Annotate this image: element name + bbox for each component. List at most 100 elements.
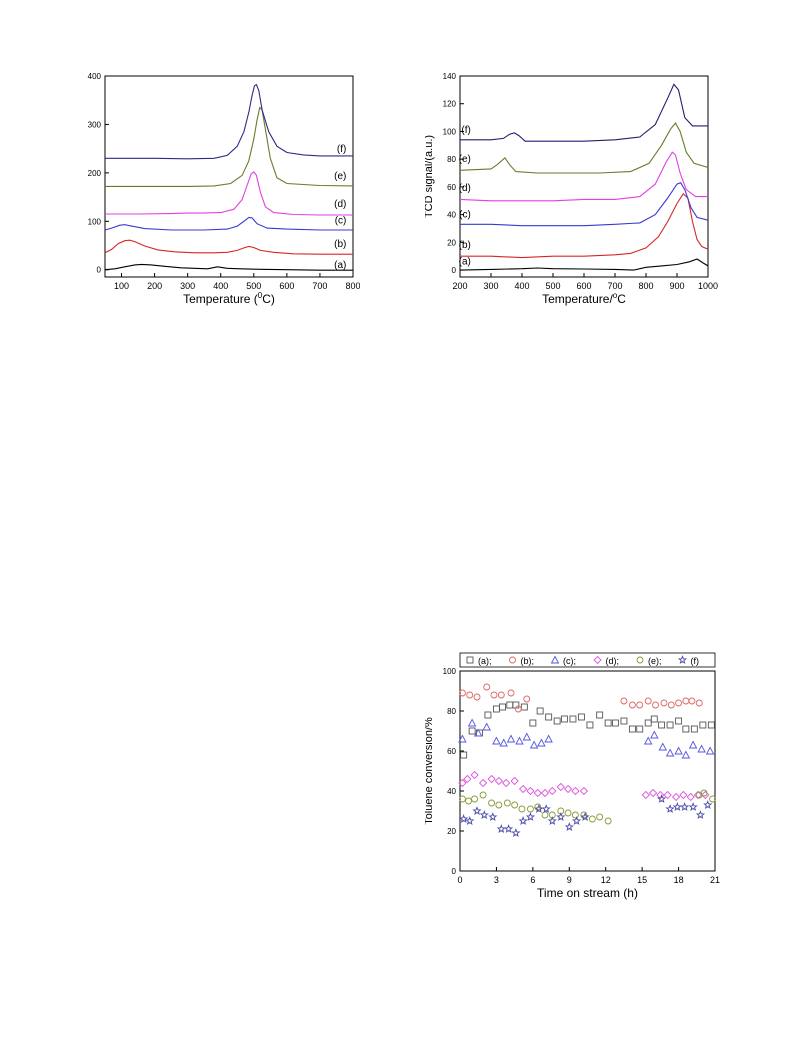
data-point-a [545, 713, 553, 721]
data-point-b [667, 701, 675, 709]
y-tick-label: 300 [88, 120, 102, 129]
data-point-d [656, 790, 665, 800]
data-point-e [458, 795, 466, 803]
x-tick-label: 600 [279, 281, 294, 291]
data-point-b [695, 699, 703, 707]
series-label: (f) [337, 144, 346, 155]
data-point-c [473, 728, 483, 737]
data-point-d [556, 782, 565, 792]
data-point-b [644, 697, 652, 705]
data-point-f [465, 816, 475, 825]
x-tick-label: 0 [457, 875, 462, 885]
data-point-d [533, 788, 542, 798]
data-point-d [571, 786, 580, 796]
x-axis-label: Temperature/oC [542, 291, 626, 306]
series-line-b [460, 192, 709, 259]
series-label: (a) [459, 257, 471, 268]
chart-1-svg: 100 200 300 400 500 600 700 8000100200300400Tem… [68, 72, 361, 306]
data-point-b [628, 701, 636, 709]
series-line-e [459, 122, 709, 174]
y-tick-label: 400 [88, 72, 102, 81]
x-tick-label: 700 [607, 281, 622, 291]
data-point-b [523, 695, 531, 703]
x-tick-label: 100 [114, 281, 129, 291]
data-point-b [682, 697, 690, 705]
data-point-f [503, 824, 514, 833]
data-point-c [681, 750, 691, 759]
data-point-d [501, 778, 511, 788]
data-point-a [577, 713, 585, 721]
y-tick-label: 60 [447, 747, 456, 756]
data-point-c [643, 736, 653, 745]
data-point-f [688, 802, 698, 811]
data-point-d [548, 786, 557, 796]
chart-2-svg: 200 300 400 500 600 700 800 900 1000 0 20 40 60 80 100… [423, 72, 718, 306]
data-point-f [571, 816, 582, 825]
data-point-a [460, 751, 468, 759]
x-tick-label: 12 [601, 875, 611, 885]
y-tick-label: 80 [447, 707, 456, 716]
data-point-b [466, 691, 474, 699]
data-point-e [596, 813, 604, 821]
plot-area: 200 300 400 500 600 700 800 900 1000 0 20 40 60 80 100… [423, 72, 718, 306]
data-point-d [671, 792, 681, 802]
data-point-e [564, 809, 572, 817]
x-tick-label: 700 [312, 281, 327, 291]
series-line-d [459, 151, 708, 202]
plot-frame [459, 670, 716, 872]
y-tick-label: 120 [443, 100, 457, 109]
data-point-f [479, 810, 489, 819]
legend-entry: (b); [521, 656, 535, 666]
x-tick-label: 400 [213, 281, 228, 291]
legend-entry: (a); [478, 656, 492, 666]
x-axis-label: Time on stream (h) [537, 886, 638, 900]
data-point-c [544, 734, 553, 743]
legend-entry: (c); [563, 656, 576, 666]
data-point-d [494, 776, 504, 786]
data-point-e [700, 789, 708, 797]
plot-area: 0 3 6 9 12 15 18 21 0 20 40 60 80 100 Time on stream (… [423, 667, 720, 900]
series-label: (c) [335, 216, 347, 227]
data-point-f [458, 814, 469, 823]
y-tick-label: 40 [447, 787, 456, 796]
data-point-f [672, 802, 683, 811]
data-point-c [522, 732, 532, 741]
y-tick-label: 0 [452, 266, 457, 275]
data-point-c [537, 738, 546, 747]
data-point-a [484, 711, 492, 719]
data-point-e [495, 801, 503, 809]
series-label: (b) [459, 240, 471, 251]
data-point-b [636, 701, 644, 709]
data-point-a [675, 717, 683, 725]
x-tick-label: 1000 [698, 281, 718, 291]
data-point-a [699, 721, 707, 729]
data-point-a [560, 715, 568, 723]
series-label: (d) [334, 199, 346, 210]
data-point-b [483, 683, 491, 691]
data-point-a [604, 719, 612, 727]
y-tick-label: 140 [443, 72, 457, 81]
data-point-d [563, 784, 573, 794]
data-point-f [525, 812, 536, 821]
data-point-b [675, 699, 683, 707]
y-tick-label: 60 [447, 183, 456, 192]
legend-box [459, 652, 716, 668]
legend-marker [593, 655, 602, 665]
data-point-e [503, 799, 511, 807]
data-point-f [534, 804, 544, 813]
data-point-f [695, 810, 706, 819]
data-point-c [492, 736, 501, 745]
data-point-d [470, 770, 479, 780]
data-point-e [604, 817, 612, 825]
data-point-a [492, 705, 500, 713]
chart-toluene-conversion: 0 3 6 9 12 15 18 21 0 20 40 60 80 100 Time on stream (… [423, 650, 725, 910]
data-point-b [620, 697, 628, 705]
x-tick-label: 500 [545, 281, 560, 291]
data-point-e [479, 791, 487, 799]
data-point-d [663, 790, 672, 800]
data-point-a [468, 727, 476, 735]
series-line-b [104, 239, 353, 255]
y-tick-label: 20 [447, 238, 456, 247]
data-point-a [658, 721, 666, 729]
data-point-e [588, 815, 596, 823]
